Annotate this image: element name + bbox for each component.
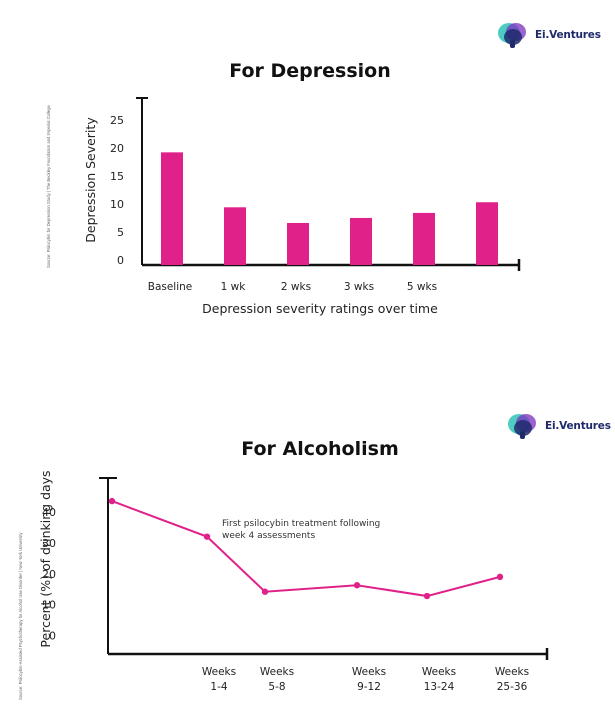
x-tick-label: Baseline (148, 281, 193, 293)
y-tick-label: 20 (42, 568, 56, 581)
x-tick-label: Weeks 1-4 (202, 666, 236, 693)
brand-name: Ei.Ventures (535, 29, 601, 41)
x-tick-label-line: 5-8 (268, 681, 285, 693)
depression-bar-chart: 0 5 10 15 20 25 Baseline 1 wk 2 wks 3 wks 5 wks Dep… (83, 97, 521, 316)
y-axis-label: Depression Severity (83, 117, 98, 243)
data-point (423, 592, 431, 600)
data-point (261, 588, 269, 595)
y-tick-label: 15 (110, 170, 124, 183)
y-tick-label: 20 (110, 142, 124, 155)
x-tick-label-line: 9-12 (357, 681, 381, 693)
annotation-line: week 4 assessments (222, 531, 315, 541)
x-tick-label: Weeks 13-24 (422, 666, 456, 693)
y-tick-label: 30 (42, 537, 56, 550)
bar (287, 222, 309, 265)
data-point (496, 573, 504, 581)
y-tick-label: 0 (117, 254, 124, 267)
annotation-line: First psilocybin treatment following (222, 519, 380, 529)
chart-title-alcoholism: For Alcoholism (241, 438, 399, 460)
y-tick-label: 10 (110, 198, 124, 211)
bar (476, 202, 498, 265)
brain-logo-icon (497, 20, 531, 50)
x-tick-label: 3 wks (344, 281, 374, 293)
brain-logo-icon (507, 411, 541, 441)
brand-logo-bottom: Ei.Ventures (507, 411, 611, 441)
bar (161, 152, 183, 265)
x-tick-label-line: 13-24 (424, 681, 455, 693)
x-tick-label: Weeks 25-36 (495, 666, 529, 693)
x-tick-label-line: Weeks (260, 666, 294, 678)
bar (350, 217, 372, 265)
x-tick-label-line: 1-4 (210, 681, 227, 693)
x-tick-label-line: Weeks (202, 666, 236, 678)
x-tick-label-line: 25-36 (497, 681, 528, 693)
x-tick-label: Weeks 9-12 (352, 666, 386, 693)
data-point (353, 582, 361, 589)
y-axis-label: Percent (%) of drinking days (38, 470, 53, 647)
x-tick-label-line: Weeks (352, 666, 386, 678)
data-point (108, 497, 116, 505)
y-tick-label: 0 (49, 630, 56, 643)
y-tick-label: 40 (42, 506, 56, 519)
y-tick-label: 10 (42, 599, 56, 612)
y-tick-label: 25 (110, 114, 124, 127)
annotation: First psilocybin treatment following week… (222, 519, 380, 541)
brand-logo-top: Ei.Ventures (497, 20, 601, 50)
x-tick-label: 5 wks (407, 281, 437, 293)
bar (224, 207, 246, 265)
x-tick-label-line: Weeks (495, 666, 529, 678)
series-line (111, 500, 501, 598)
x-tick-label: Weeks 5-8 (260, 666, 294, 693)
x-tick-label-line: Weeks (422, 666, 456, 678)
alcoholism-line-chart: 0 10 20 30 40 Weeks 1-4 Weeks 5-8 Weeks 9-12 Weeks 1… (38, 470, 549, 693)
x-axis-label: Depression severity ratings over time (202, 301, 438, 316)
x-tick-label: 1 wk (221, 281, 247, 293)
brand-name: Ei.Ventures (545, 420, 611, 432)
x-tick-label: 2 wks (281, 281, 311, 293)
chart-title-depression: For Depression (229, 60, 391, 82)
data-point (203, 533, 211, 540)
y-tick-label: 5 (117, 226, 124, 239)
bar (413, 212, 435, 265)
